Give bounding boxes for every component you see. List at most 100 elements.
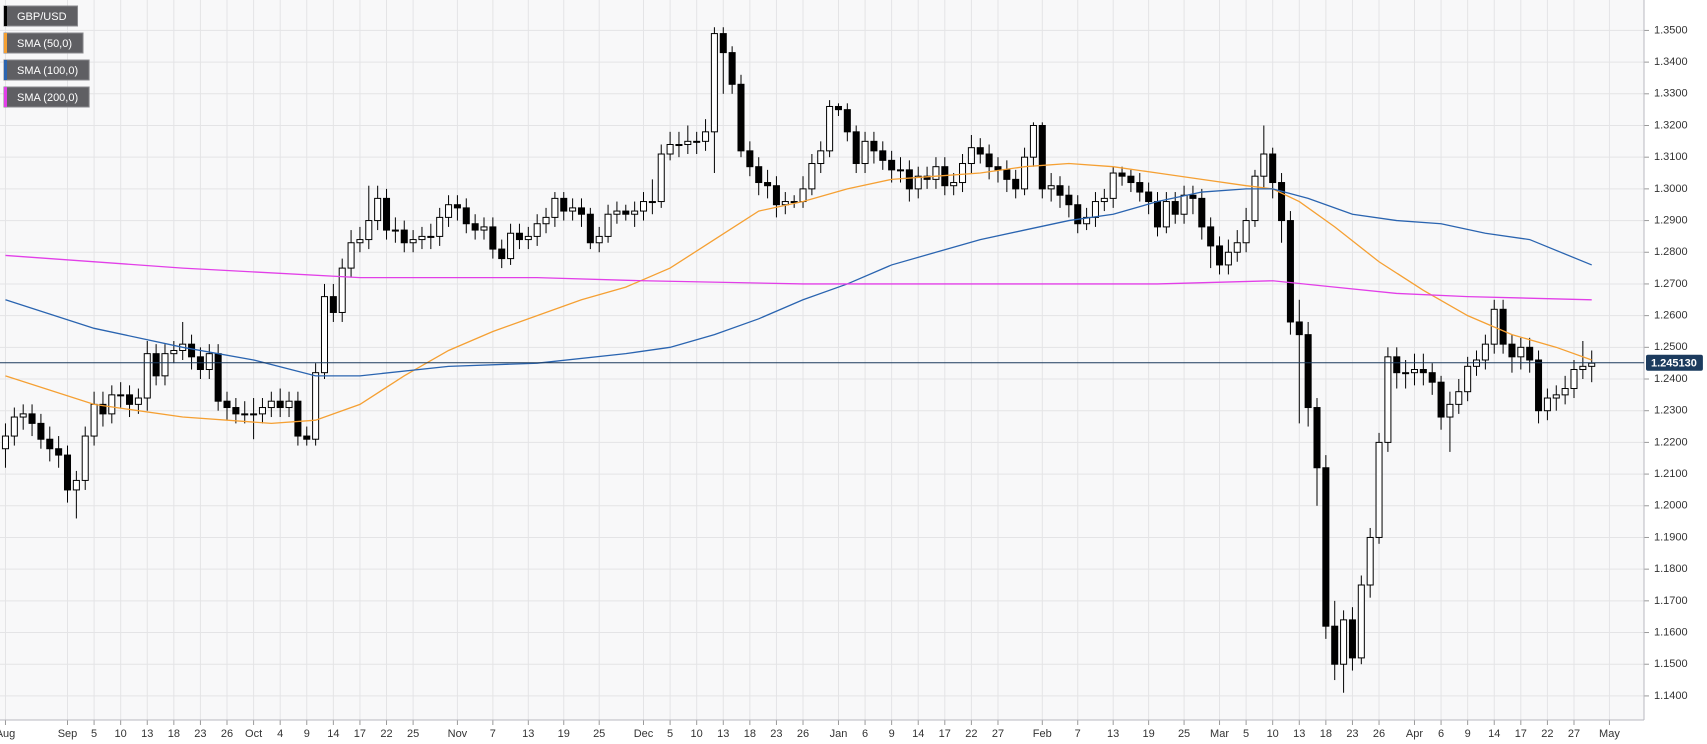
x-tick-label: 10 [1267,728,1279,740]
candle-body [205,353,213,371]
candle-body [693,140,701,143]
x-tick-label: 22 [965,728,977,740]
candle-body [1295,321,1303,336]
candle-body [905,169,913,190]
x-tick-label: 23 [194,728,206,740]
candle-body [400,229,408,244]
candle-body [1047,185,1055,190]
candle-body [569,207,577,212]
candle-body [719,33,727,54]
plot-area [0,0,1644,720]
candle-body [1012,178,1020,190]
x-tick-label: 27 [992,728,1004,740]
x-tick-label: 17 [354,728,366,740]
candle-body [702,131,710,142]
legend-swatch [4,33,7,53]
candle-body [223,400,231,409]
candle-body [1304,334,1312,409]
candle-body [480,226,488,231]
legend-label: GBP/USD [17,11,67,23]
candle-body [436,216,444,237]
candle-body [834,105,842,111]
candle-body [445,204,453,218]
candle-body [347,242,355,269]
candle-body [622,210,630,215]
candle-body [1224,251,1232,266]
x-tick-label: Mar [1210,728,1229,740]
candle-body [551,197,559,218]
candle-body [613,210,621,215]
y-tick-label: 1.1400 [1654,690,1688,702]
candle-body [391,229,399,232]
y-tick-label: 1.3300 [1654,88,1688,100]
candle-body [1481,343,1489,361]
candle-body [985,153,993,168]
candle-body [1499,308,1507,345]
x-tick-label: 26 [1373,728,1385,740]
sma-line [5,254,1592,301]
x-tick-label: 22 [1541,728,1553,740]
y-tick-label: 1.3200 [1654,119,1688,131]
candle-body [1313,407,1321,469]
y-tick-label: 1.2500 [1654,341,1688,353]
x-tick-label: 19 [1143,728,1155,740]
candle-body [1145,191,1153,203]
x-tick-label: 22 [380,728,392,740]
candle-body [250,413,258,416]
candle-body [1091,201,1099,218]
candle-body [1269,153,1277,184]
candle-body [453,204,461,209]
candle-body [1393,356,1401,374]
candle-body [524,235,532,241]
candle-body [515,232,523,241]
candle-body [1251,175,1259,222]
candle-body [879,150,887,161]
candle-body [852,131,860,165]
candle-body [710,33,718,133]
candle-body [1455,391,1463,405]
candle-body [320,296,329,374]
candle-body [843,109,851,133]
x-tick-label: 5 [91,728,97,740]
candle-body [817,150,825,165]
candle-body [577,207,585,215]
candle-body [666,144,674,155]
candle-body [737,83,745,152]
candle-body [99,403,107,415]
candle-body [37,422,45,440]
candle-body [1003,169,1011,180]
candle-body [312,372,320,440]
candle-body [1286,220,1294,323]
candle-body [1535,359,1543,412]
sma-line [5,188,1592,377]
candle-body [675,144,683,147]
candle-body [258,407,266,415]
candle-body [471,223,479,231]
candle-body [1153,201,1162,228]
sma-line [5,162,1592,425]
x-tick-label: 23 [770,728,782,740]
candle-body [1446,403,1454,418]
candle-body [1,435,9,450]
candle-body [303,435,311,440]
candle-body [1437,381,1445,418]
candle-body [888,159,896,171]
candle-body [604,213,612,237]
candle-body [764,182,772,187]
candle-body [418,235,426,241]
candle-body [1552,394,1560,399]
candle-body [374,197,382,222]
x-tick-label: 7 [490,728,496,740]
candle-body [1543,397,1551,412]
x-tick-label: Oct [245,728,262,740]
candle-body [90,403,98,437]
candle-body [542,216,550,225]
x-tick-label: 17 [939,728,951,740]
y-tick-label: 1.2400 [1654,373,1688,385]
candle-body [329,296,337,313]
legend-swatch [4,60,7,80]
candle-body [1419,369,1427,374]
candle-body [1570,369,1578,390]
candle-body [967,147,975,165]
legend-label: SMA (50,0) [17,38,72,50]
